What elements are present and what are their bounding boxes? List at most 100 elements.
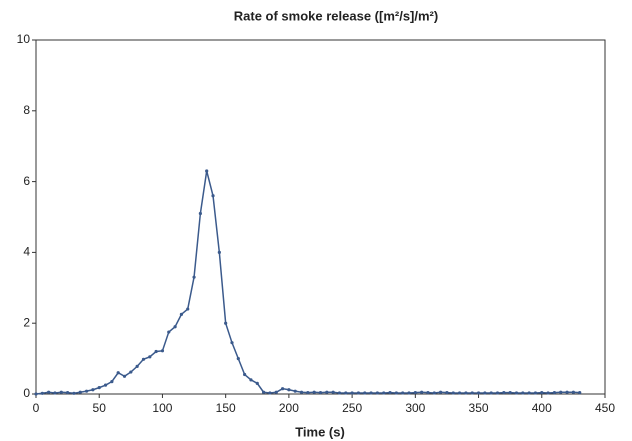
data-point xyxy=(565,390,569,394)
x-tick-label: 450 xyxy=(595,401,615,415)
data-point xyxy=(243,372,247,377)
data-point xyxy=(249,378,253,382)
data-point xyxy=(407,391,411,395)
x-tick-label: 200 xyxy=(279,401,299,415)
chart-title: Rate of smoke release ([m²/s]/m²) xyxy=(234,8,438,23)
data-point xyxy=(457,391,462,395)
x-tick-label: 400 xyxy=(532,401,552,415)
data-point xyxy=(533,391,538,395)
data-point xyxy=(59,390,63,394)
data-point xyxy=(53,391,57,395)
data-point xyxy=(552,390,557,395)
data-point xyxy=(350,391,354,395)
x-tick-label: 250 xyxy=(342,401,362,415)
data-point xyxy=(217,250,221,254)
data-point xyxy=(211,194,215,198)
x-tick-label: 0 xyxy=(33,401,40,415)
data-point xyxy=(97,386,101,390)
data-point xyxy=(375,391,379,395)
data-point xyxy=(546,391,550,395)
data-point xyxy=(186,307,190,311)
data-point xyxy=(274,390,278,394)
data-point xyxy=(356,391,361,395)
data-point xyxy=(489,391,493,395)
data-point xyxy=(293,389,297,393)
data-point xyxy=(78,390,82,394)
data-point xyxy=(103,383,108,387)
data-point xyxy=(476,391,481,395)
data-point xyxy=(464,391,468,395)
data-point xyxy=(66,390,70,395)
y-tick-label: 10 xyxy=(17,32,31,46)
data-point xyxy=(344,391,348,395)
data-point xyxy=(394,391,398,395)
y-tick-label: 0 xyxy=(23,386,30,400)
data-point xyxy=(306,390,310,395)
x-axis-label: Time (s) xyxy=(295,424,345,439)
data-point xyxy=(192,275,196,279)
data-point xyxy=(268,391,272,395)
data-point xyxy=(135,364,139,368)
data-point xyxy=(110,380,114,384)
data-point xyxy=(122,374,127,378)
y-tick-label: 8 xyxy=(23,103,30,117)
data-point xyxy=(495,391,500,395)
data-point xyxy=(236,357,240,361)
data-point xyxy=(198,211,202,216)
data-point xyxy=(230,341,234,345)
y-tick-label: 4 xyxy=(23,245,30,259)
data-point xyxy=(401,391,405,395)
data-point xyxy=(84,389,89,393)
x-tick-label: 100 xyxy=(152,401,172,415)
data-point xyxy=(514,391,519,395)
data-point xyxy=(527,391,531,395)
data-point xyxy=(179,312,184,316)
data-point xyxy=(116,371,120,375)
data-point xyxy=(91,388,95,392)
data-point xyxy=(299,390,304,394)
data-point xyxy=(205,169,209,173)
data-point xyxy=(325,390,329,394)
data-point xyxy=(47,390,51,394)
data-point xyxy=(224,321,228,325)
data-point xyxy=(432,391,436,395)
data-point xyxy=(502,390,506,395)
plot-frame xyxy=(35,39,606,395)
x-tick-label: 300 xyxy=(405,401,425,415)
y-tick-label: 6 xyxy=(23,174,30,188)
x-tick-label: 350 xyxy=(469,401,489,415)
data-point xyxy=(318,390,323,395)
data-point xyxy=(445,390,449,395)
data-point xyxy=(167,330,171,334)
data-point xyxy=(72,391,76,395)
data-point xyxy=(255,381,259,385)
x-tick-label: 50 xyxy=(93,401,107,415)
data-point xyxy=(559,390,563,394)
data-point xyxy=(508,390,512,395)
data-point xyxy=(483,391,487,395)
data-point xyxy=(388,390,392,395)
data-point xyxy=(369,391,373,395)
data-point xyxy=(287,388,291,392)
data-point xyxy=(382,391,386,395)
data-point xyxy=(331,390,335,394)
data-point xyxy=(154,349,158,354)
data-point xyxy=(439,390,443,394)
data-point xyxy=(470,391,474,395)
data-point xyxy=(540,390,544,395)
data-point xyxy=(34,392,38,396)
data-point xyxy=(141,357,146,361)
data-point xyxy=(280,387,285,391)
data-point xyxy=(521,391,525,395)
data-point xyxy=(312,390,316,394)
data-point xyxy=(578,390,582,395)
y-tick-label: 2 xyxy=(23,315,30,329)
data-point xyxy=(40,391,44,395)
data-point xyxy=(129,370,133,374)
data-point xyxy=(420,390,424,394)
data-point xyxy=(148,355,152,359)
data-point xyxy=(262,390,266,394)
data-point xyxy=(413,390,417,395)
